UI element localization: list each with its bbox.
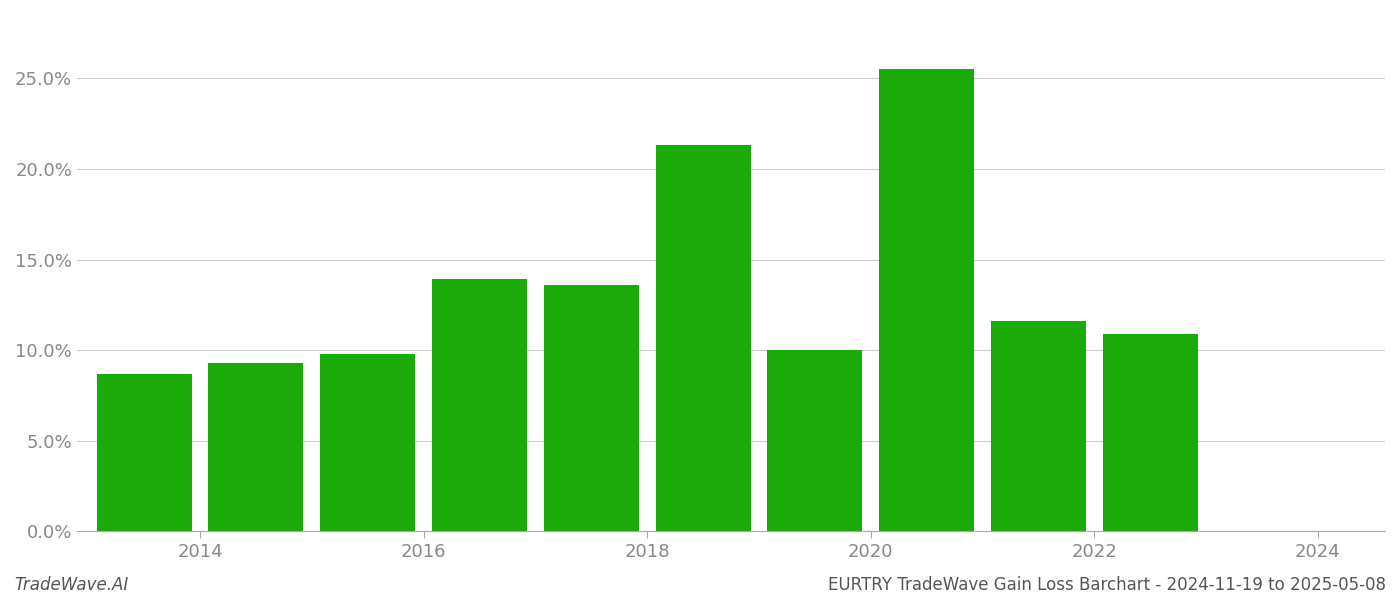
Text: EURTRY TradeWave Gain Loss Barchart - 2024-11-19 to 2025-05-08: EURTRY TradeWave Gain Loss Barchart - 20… — [827, 576, 1386, 594]
Bar — [433, 280, 526, 531]
Bar — [1103, 334, 1198, 531]
Bar — [767, 350, 862, 531]
Bar — [321, 353, 416, 531]
Bar — [879, 70, 974, 531]
Bar — [209, 363, 304, 531]
Bar — [543, 285, 638, 531]
Bar — [991, 321, 1086, 531]
Text: TradeWave.AI: TradeWave.AI — [14, 576, 129, 594]
Bar — [655, 145, 750, 531]
Bar — [97, 374, 192, 531]
